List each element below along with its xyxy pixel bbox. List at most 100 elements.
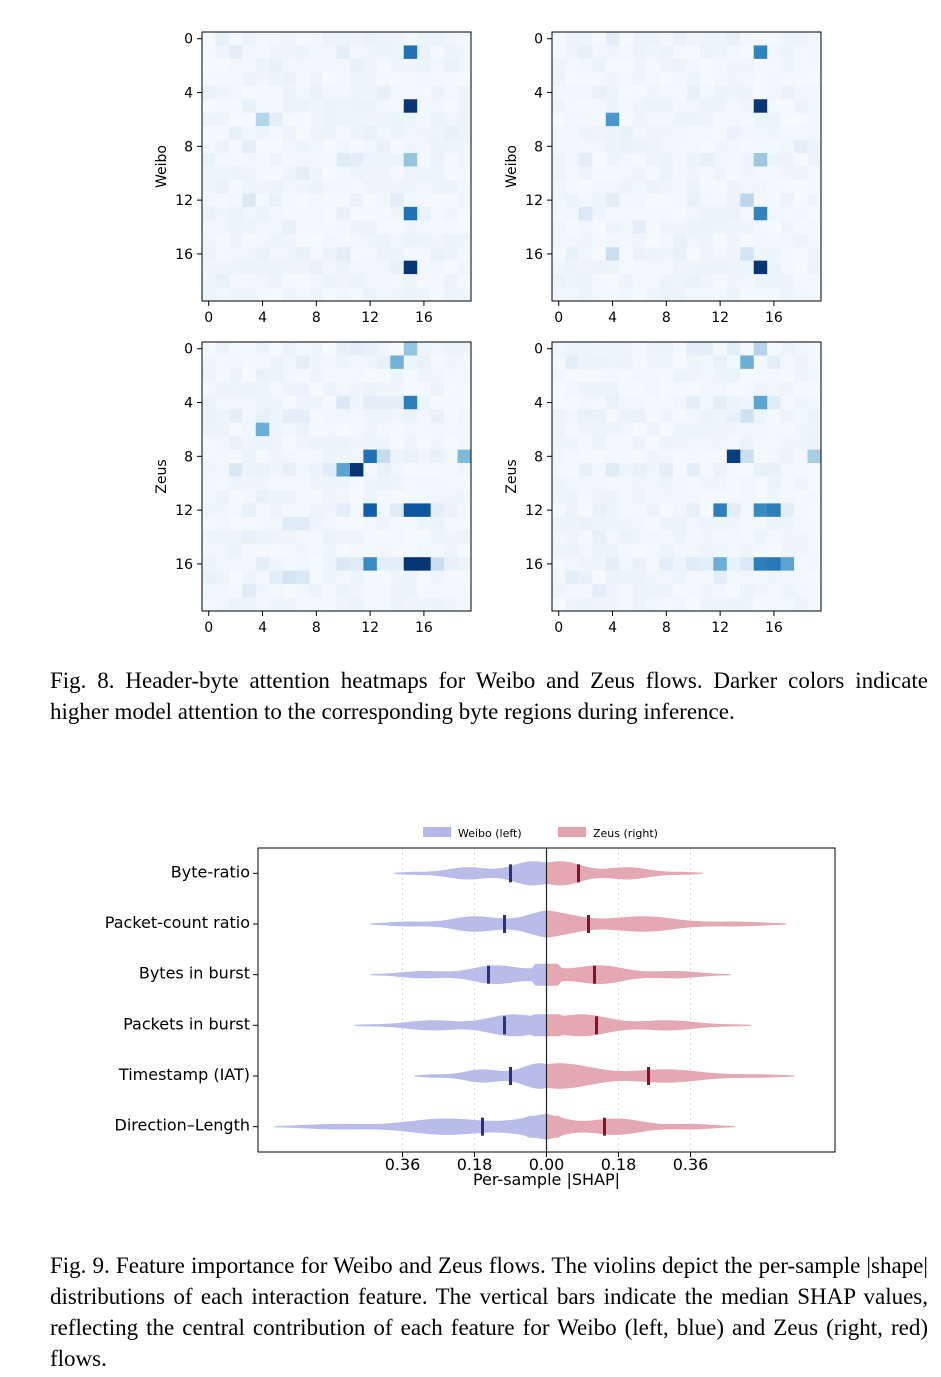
heatmap-cell	[390, 436, 405, 450]
heatmap-cell	[202, 543, 216, 558]
heatmap-cell	[336, 58, 351, 73]
heatmap-cell	[430, 530, 445, 545]
x-tick-label: 0	[204, 620, 213, 635]
heatmap-cell	[619, 395, 634, 410]
heatmap-cell	[726, 463, 741, 477]
heatmap-cell	[269, 436, 284, 450]
heatmap-cell	[807, 355, 822, 370]
x-tick-label: 4	[258, 310, 267, 325]
heatmap-cell	[215, 422, 230, 437]
heatmap-cell	[228, 139, 243, 154]
heatmap-cell	[349, 530, 364, 545]
heatmap-cell	[296, 570, 310, 585]
legend-swatch-weibo	[423, 827, 451, 837]
heatmap-cell	[457, 342, 472, 356]
heatmap-cell	[552, 112, 566, 127]
heatmap-cell	[753, 355, 768, 370]
heatmap-cell	[552, 489, 566, 504]
heatmap-cell	[282, 126, 297, 140]
heatmap-cell	[323, 45, 337, 60]
heatmap-cell	[242, 463, 257, 477]
heatmap-cell	[323, 99, 337, 114]
x-tick-label: 16	[415, 620, 433, 635]
heatmap-cell	[349, 597, 364, 612]
heatmap-cell	[713, 126, 728, 140]
violin-zeus	[546, 861, 703, 886]
heatmap-cell	[552, 233, 566, 248]
heatmap-cell	[578, 584, 593, 598]
heatmap-cell	[578, 99, 593, 114]
heatmap-cell	[376, 530, 391, 545]
heatmap-cell	[269, 355, 284, 370]
heatmap-cell	[632, 557, 647, 572]
heatmap-cell	[403, 58, 418, 73]
heatmap-cell	[282, 489, 297, 504]
heatmap-cell	[673, 179, 687, 194]
heatmap-cell	[686, 597, 701, 612]
heatmap-cell	[323, 355, 337, 370]
heatmap-cell	[673, 153, 687, 167]
heatmap-cell	[619, 45, 634, 60]
heatmap-cell	[713, 166, 728, 181]
heatmap-cell	[552, 557, 566, 572]
heatmap-cell	[740, 557, 755, 572]
heatmap-cell	[794, 355, 808, 370]
heatmap-cell	[619, 153, 634, 167]
heatmap-cell	[686, 233, 701, 248]
heatmap-cell	[807, 153, 822, 167]
heatmap-cell	[659, 422, 674, 437]
heatmap-cell	[215, 32, 230, 46]
heatmap-cell	[726, 166, 741, 181]
heatmap-cell	[282, 193, 297, 208]
heatmap-cell	[673, 503, 687, 518]
heatmap-cell	[376, 32, 391, 46]
heatmap-cell	[309, 220, 324, 235]
heatmap-cell	[767, 557, 782, 572]
heatmap-cell	[336, 436, 351, 450]
heatmap-cell	[592, 530, 607, 545]
heatmap-cell	[699, 476, 714, 491]
heatmap-cell	[403, 72, 418, 87]
heatmap-cell	[565, 342, 580, 356]
heatmap-cell	[578, 382, 593, 397]
heatmap-cell	[242, 395, 257, 410]
heatmap-cell	[282, 153, 297, 167]
heatmap-cell	[296, 166, 310, 181]
heatmap-cell	[363, 516, 378, 531]
heatmap-cell	[699, 233, 714, 248]
heatmap-cell	[753, 99, 768, 114]
heatmap-cell	[417, 543, 432, 558]
heatmap-cell	[619, 112, 634, 127]
median-bar-weibo	[509, 864, 512, 883]
heatmap-cell	[336, 489, 351, 504]
heatmap-cell	[336, 99, 351, 114]
heatmap-cell	[444, 409, 458, 424]
heatmap-cell	[242, 45, 257, 60]
heatmap-cell	[552, 584, 566, 598]
heatmap-cell	[699, 489, 714, 504]
heatmap-cell	[336, 530, 351, 545]
x-tick-label: 0.00	[529, 1155, 565, 1174]
heatmap-cell	[228, 287, 243, 302]
heatmap-cell	[444, 193, 458, 208]
heatmap-cell	[659, 436, 674, 450]
heatmap-cell	[740, 85, 755, 100]
heatmap-cell	[767, 220, 782, 235]
heatmap-cell	[349, 179, 364, 194]
y-tick-label: 8	[184, 449, 193, 465]
heatmap-cell	[726, 503, 741, 518]
heatmap-cell	[552, 179, 566, 194]
heatmap-cell	[390, 206, 405, 221]
heatmap-cell	[565, 72, 580, 87]
heatmap-cell	[336, 206, 351, 221]
heatmap-cell	[632, 58, 647, 73]
heatmap-cell	[726, 516, 741, 531]
x-tick-label: 0.36	[385, 1155, 421, 1174]
heatmap-cell	[282, 99, 297, 114]
heatmap-cell	[552, 153, 566, 167]
heatmap-cell	[444, 287, 458, 302]
heatmap-cell	[269, 516, 284, 531]
heatmap-cell	[578, 436, 593, 450]
heatmap-cell	[323, 557, 337, 572]
heatmap-cell	[403, 489, 418, 504]
